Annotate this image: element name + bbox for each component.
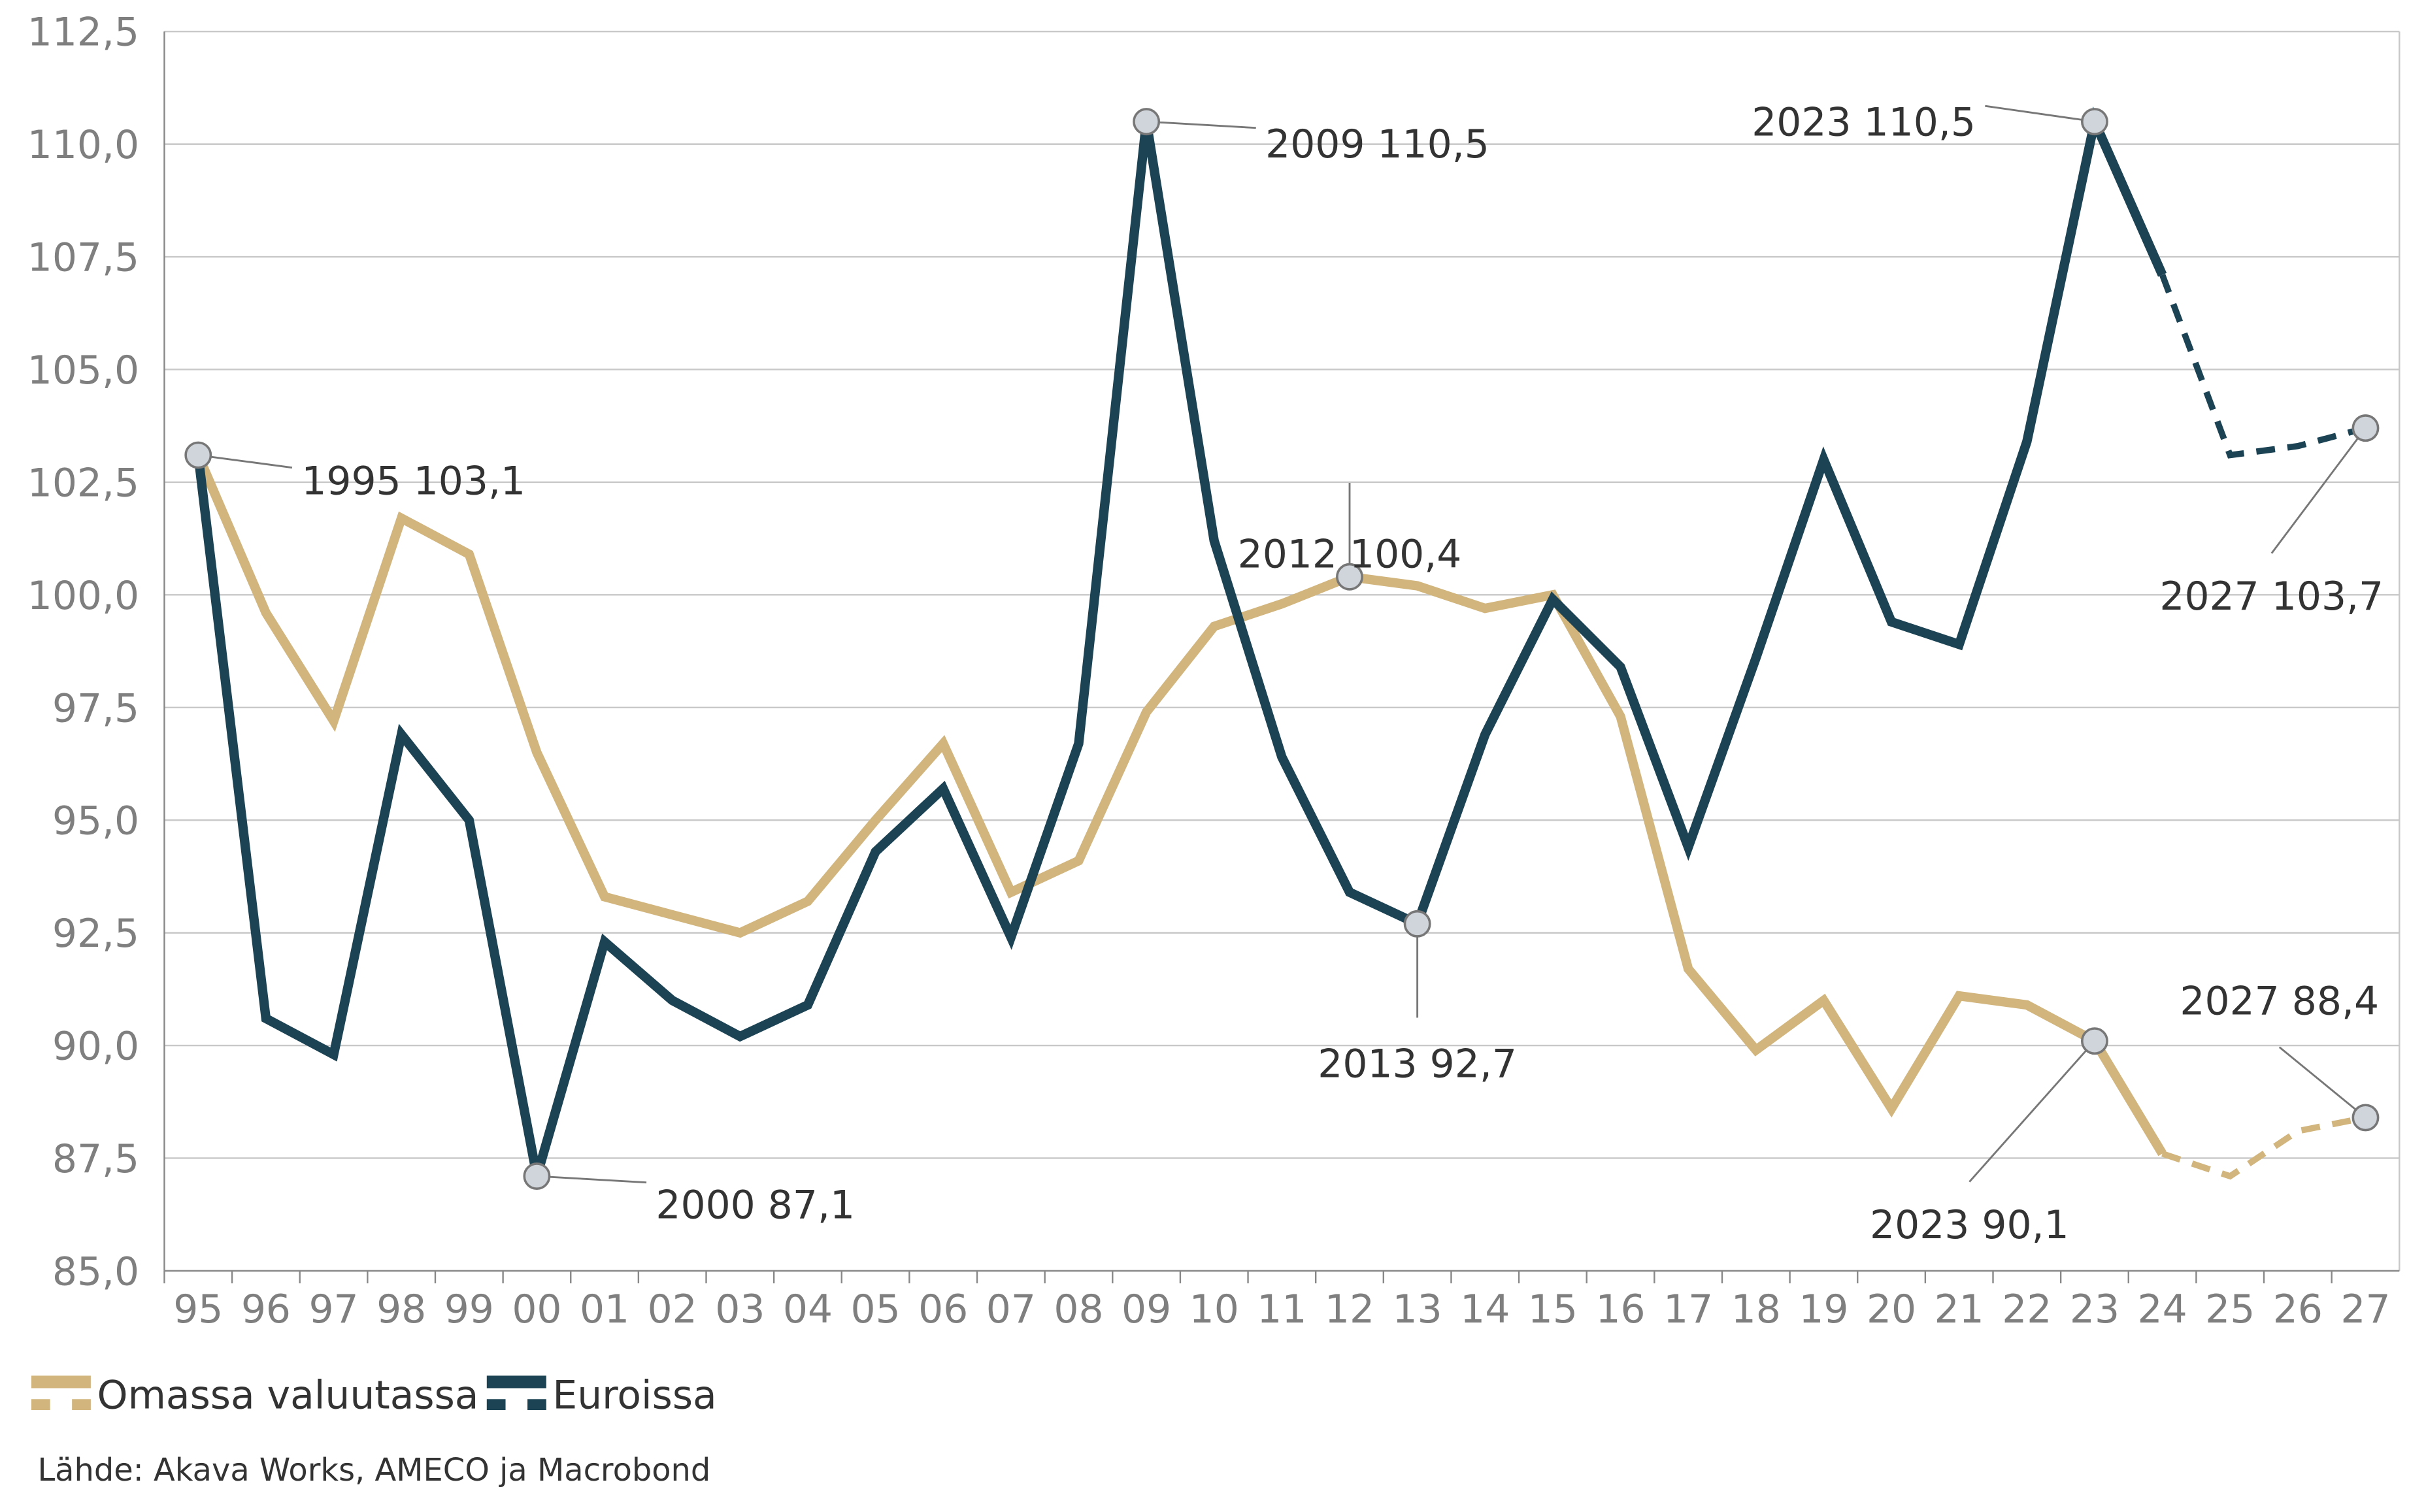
- y-tick-label: 92,5: [52, 911, 139, 957]
- annotation-leader: [1146, 120, 1256, 129]
- annotation-label: 2000 87,1: [656, 1183, 855, 1228]
- x-tick-label: 09: [1122, 1287, 1171, 1332]
- x-tick-label: 26: [2273, 1287, 2323, 1332]
- y-tick-label: 90,0: [52, 1024, 139, 1070]
- y-tick-label: 95,0: [52, 798, 139, 844]
- annotation-label: 2012 100,4: [1238, 531, 1462, 577]
- y-tick-label: 102,5: [27, 460, 139, 506]
- y-tick-label: 87,5: [52, 1136, 139, 1182]
- x-tick-label: 00: [512, 1287, 561, 1332]
- gridlines: [163, 30, 2401, 1272]
- annotation-leader: [537, 1175, 647, 1184]
- series-line-0: [193, 453, 2167, 1157]
- x-tick-label: 23: [2070, 1287, 2119, 1332]
- legend: Omassa valuutassa Euroissa: [31, 1373, 717, 1419]
- annotation-leader: [198, 454, 293, 469]
- y-axis: 85,0 87,5 90,0 92,5 95,0 97,5 100,0 102,5 105,0 1…: [27, 10, 139, 1295]
- annotation-leader: [1985, 105, 2095, 123]
- series-lines: [193, 106, 2367, 1180]
- x-tick-label: 95: [173, 1287, 223, 1332]
- x-tick-label: 05: [850, 1287, 900, 1332]
- annotation-marker: [1336, 563, 1363, 591]
- annotation-leader: [2270, 427, 2367, 554]
- y-tick-label: 85,0: [52, 1249, 139, 1294]
- legend-swatch-solid: [31, 1375, 91, 1389]
- x-tick-label: 01: [580, 1287, 629, 1332]
- x-tick-label: 98: [376, 1287, 426, 1332]
- annotation-marker: [2351, 414, 2380, 442]
- annotation-label: 2027 103,7: [2159, 574, 2384, 619]
- y-tick-label: 100,0: [27, 573, 139, 619]
- y-tick-label: 110,0: [27, 122, 139, 168]
- x-tick-label: 13: [1393, 1287, 1442, 1332]
- x-tick-label: 16: [1595, 1287, 1645, 1332]
- y-tick-label: 112,5: [27, 10, 139, 56]
- annotation-leader: [2278, 1046, 2367, 1119]
- legend-label: Omassa valuutassa: [97, 1373, 478, 1419]
- annotation-label: 2023 90,1: [1870, 1202, 2069, 1248]
- x-tick-label: 07: [986, 1287, 1036, 1332]
- x-tick-label: 96: [241, 1287, 291, 1332]
- annotation-label: 2013 92,7: [1318, 1042, 1517, 1087]
- legend-swatch-dash: [72, 1399, 91, 1411]
- legend-label: Euroissa: [552, 1373, 716, 1419]
- legend-swatch-dash: [486, 1399, 506, 1411]
- annotation-marker: [2080, 1027, 2108, 1055]
- annotation-leader: [1969, 1040, 2096, 1183]
- x-tick-label: 22: [2002, 1287, 2052, 1332]
- legend-swatch-dash: [31, 1399, 50, 1411]
- x-tick-label: 10: [1189, 1287, 1239, 1332]
- x-tick-label: 12: [1325, 1287, 1374, 1332]
- x-tick-label: 19: [1799, 1287, 1848, 1332]
- series-line-1: [193, 106, 2167, 1178]
- x-tick-label: 04: [783, 1287, 833, 1332]
- x-tick-label: 20: [1867, 1287, 1916, 1332]
- source-note: Lähde: Akava Works, AMECO ja Macrobond: [37, 1453, 710, 1488]
- annotation-label: 2027 88,4: [2180, 978, 2379, 1024]
- x-tick-label: 21: [1935, 1287, 1984, 1332]
- x-tick-label: 08: [1054, 1287, 1103, 1332]
- x-tick-label: 06: [918, 1287, 968, 1332]
- x-tick-label: 99: [444, 1287, 494, 1332]
- annotation-marker: [184, 441, 212, 469]
- legend-item-omassa: Omassa valuutassa: [31, 1373, 478, 1419]
- annotation-marker: [1403, 910, 1431, 938]
- y-tick-label: 97,5: [52, 685, 139, 731]
- x-tick-label: 14: [1460, 1287, 1510, 1332]
- legend-item-euroissa: Euroissa: [486, 1373, 717, 1419]
- annotation-marker: [1133, 108, 1161, 136]
- x-tick-label: 18: [1731, 1287, 1781, 1332]
- legend-swatch-dash: [527, 1399, 546, 1411]
- annotation-marker: [523, 1162, 551, 1191]
- y-tick-label: 105,0: [27, 348, 139, 393]
- annotation-label: 1995 103,1: [301, 458, 525, 504]
- x-tick-label: 27: [2340, 1287, 2390, 1332]
- x-tick-label: 11: [1257, 1287, 1306, 1332]
- x-tick-label: 02: [648, 1287, 697, 1332]
- x-tick-label: 17: [1663, 1287, 1713, 1332]
- x-tick-label: 24: [2137, 1287, 2187, 1332]
- legend-swatch-solid: [486, 1375, 546, 1389]
- series-forecast-line-0: [2161, 1114, 2367, 1180]
- x-tick-label: 97: [308, 1287, 358, 1332]
- y-tick-label: 107,5: [27, 235, 139, 281]
- annotation-label: 2009 110,5: [1265, 122, 1489, 167]
- annotation-label: 2023 110,5: [1752, 100, 1976, 146]
- x-tick-label: 03: [715, 1287, 765, 1332]
- annotation-marker: [2080, 108, 2108, 136]
- x-tick-label: 15: [1528, 1287, 1578, 1332]
- annotations: 1995 103,1 2000 87,1 2009 110,5 2012 100,4 2…: [184, 100, 2384, 1248]
- annotation-marker: [2351, 1104, 2380, 1132]
- series-forecast-line-1: [2159, 273, 2367, 459]
- x-axis: 95 96 97 98 99 00 01 02 03 04 05 06 07 08 09 10 11 12 13 14…: [163, 1270, 2391, 1332]
- x-tick-label: 25: [2205, 1287, 2255, 1332]
